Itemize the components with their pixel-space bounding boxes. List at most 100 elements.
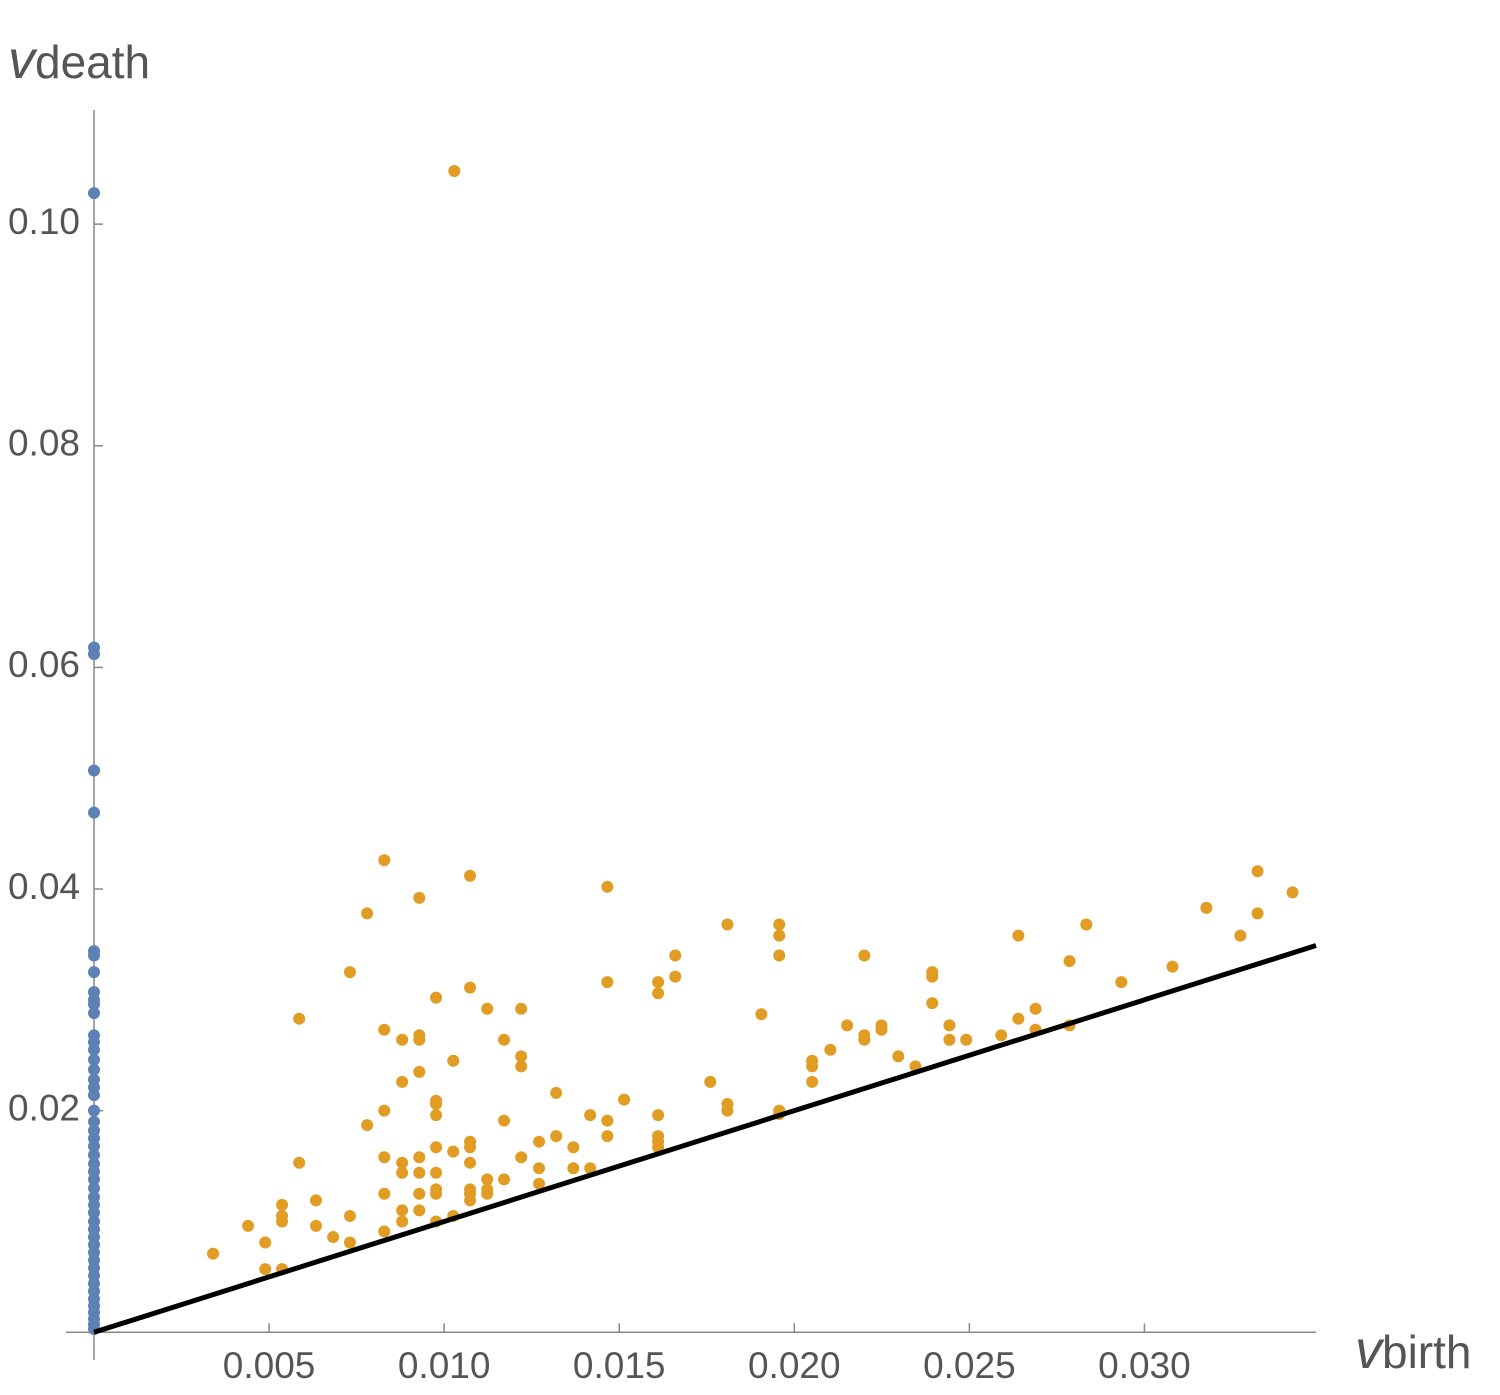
point bbox=[806, 1060, 819, 1073]
point bbox=[310, 1194, 322, 1207]
point bbox=[396, 1075, 409, 1088]
point bbox=[652, 976, 665, 989]
point bbox=[601, 1130, 614, 1143]
point bbox=[361, 1119, 374, 1132]
point bbox=[1166, 960, 1179, 973]
point bbox=[498, 1173, 511, 1186]
point bbox=[88, 1063, 101, 1076]
point bbox=[242, 1219, 255, 1232]
point bbox=[88, 1206, 101, 1219]
x-label-subscript: birth bbox=[1382, 1326, 1471, 1378]
point bbox=[1012, 929, 1025, 942]
point bbox=[892, 1050, 905, 1063]
point bbox=[858, 1033, 871, 1046]
point bbox=[259, 1263, 272, 1276]
x-tick-label: 0.020 bbox=[748, 1345, 841, 1386]
point bbox=[943, 1033, 956, 1046]
point bbox=[361, 907, 374, 920]
point bbox=[550, 1086, 563, 1099]
y-label-symbol: v bbox=[8, 30, 38, 90]
point bbox=[88, 1053, 101, 1066]
y-label-subscript: death bbox=[35, 36, 150, 88]
point bbox=[413, 891, 426, 904]
x-tick-label: 0.030 bbox=[1098, 1345, 1191, 1386]
point bbox=[1063, 955, 1076, 968]
point bbox=[943, 1019, 956, 1032]
point bbox=[343, 1236, 356, 1249]
point bbox=[276, 1215, 289, 1228]
point bbox=[481, 1187, 494, 1200]
point bbox=[824, 1043, 837, 1056]
point bbox=[515, 1002, 528, 1015]
point bbox=[396, 1166, 409, 1179]
point bbox=[343, 966, 356, 979]
point bbox=[293, 1156, 306, 1169]
point bbox=[806, 1075, 819, 1088]
point bbox=[533, 1135, 546, 1148]
point bbox=[413, 1187, 426, 1200]
point bbox=[464, 1194, 477, 1207]
point bbox=[88, 806, 101, 819]
point bbox=[721, 918, 734, 931]
point bbox=[88, 1140, 101, 1153]
point bbox=[88, 1182, 101, 1195]
point bbox=[88, 648, 101, 661]
point bbox=[464, 981, 477, 994]
point bbox=[1234, 929, 1247, 942]
point bbox=[327, 1230, 340, 1243]
point bbox=[601, 880, 614, 893]
point bbox=[207, 1247, 220, 1260]
point bbox=[343, 1209, 356, 1222]
point bbox=[567, 1162, 580, 1175]
point bbox=[88, 966, 101, 979]
point bbox=[481, 1002, 494, 1015]
point bbox=[413, 1151, 426, 1164]
point bbox=[447, 1145, 460, 1158]
point bbox=[396, 1156, 409, 1169]
point bbox=[88, 1115, 101, 1128]
point bbox=[841, 1019, 854, 1032]
point bbox=[430, 1141, 443, 1154]
point bbox=[755, 1008, 768, 1021]
point bbox=[88, 1104, 101, 1117]
y-tick-label: 0.10 bbox=[8, 201, 80, 242]
point bbox=[378, 1023, 391, 1036]
point bbox=[413, 1033, 426, 1046]
y-tick-label: 0.08 bbox=[8, 423, 80, 464]
point bbox=[88, 949, 101, 962]
point bbox=[773, 918, 786, 931]
point bbox=[396, 1204, 409, 1217]
point bbox=[550, 1130, 563, 1143]
point bbox=[448, 164, 461, 177]
point bbox=[704, 1075, 717, 1088]
point bbox=[430, 1166, 443, 1179]
point bbox=[396, 1215, 409, 1228]
point bbox=[276, 1198, 289, 1211]
point bbox=[88, 998, 101, 1011]
point bbox=[875, 1023, 888, 1036]
x-tick-label: 0.025 bbox=[923, 1345, 1016, 1386]
point bbox=[533, 1177, 546, 1190]
point bbox=[430, 1098, 443, 1111]
point bbox=[1012, 1012, 1025, 1025]
point bbox=[567, 1141, 580, 1154]
point bbox=[533, 1162, 546, 1175]
x-tick-label: 0.015 bbox=[573, 1345, 666, 1386]
y-tick-label: 0.04 bbox=[8, 866, 80, 907]
point bbox=[293, 1012, 306, 1025]
point bbox=[88, 764, 101, 777]
point bbox=[652, 987, 665, 1000]
point bbox=[378, 854, 391, 867]
point bbox=[413, 1166, 426, 1179]
point bbox=[310, 1219, 322, 1232]
point bbox=[618, 1093, 631, 1106]
point bbox=[926, 997, 939, 1010]
point bbox=[430, 1187, 443, 1200]
point bbox=[88, 1007, 101, 1020]
point bbox=[88, 1089, 101, 1102]
point bbox=[995, 1029, 1008, 1042]
point bbox=[498, 1033, 511, 1046]
x-tick-label: 0.005 bbox=[223, 1345, 316, 1386]
